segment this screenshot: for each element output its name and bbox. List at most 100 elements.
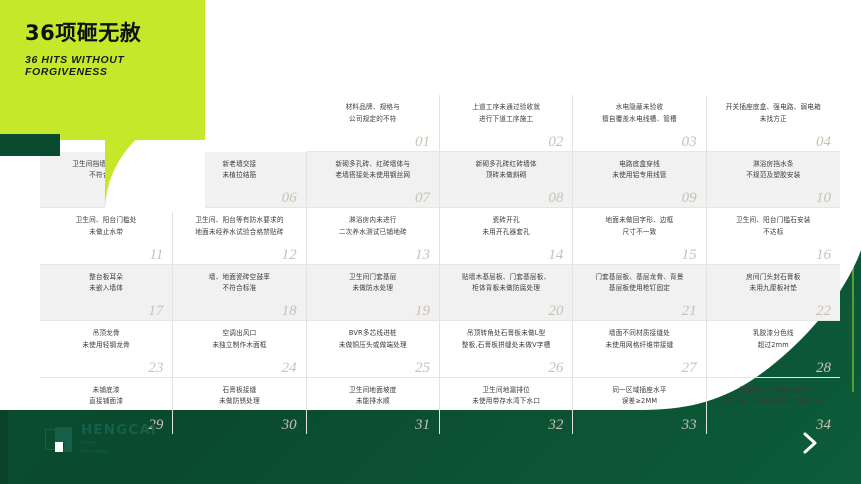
grid-cell: 未铺底漆 直接铺面漆 29 [40,377,174,434]
grid-cell: 卫生间门套基层 未做防水处理 19 [306,264,440,321]
item-number: 06 [281,190,297,206]
item-number: 09 [681,190,697,206]
item-text: 卫生间地漏排位 未使用带存水湾下水口 [472,385,541,406]
item-text: 新老墙交接 未植拉结筋 [222,159,257,180]
item-text: 上道工序未通过验收就 进行下道工序施工 [472,103,541,123]
item-number: 13 [414,246,430,263]
item-text: 新砌多孔砖红砖墙体 顶砖未做斜砌 [475,159,537,180]
item-number: 17 [148,303,164,319]
item-text: 淋浴房内未进行 二次养水测试已铺地砖 [338,216,407,236]
grid-cell: 吊顶转角处石膏板未做L型 整板,石膏板拼缝处未做V字槽 26 [439,321,574,378]
item-text: 材料品牌、规格与 公司规定的不符 [345,103,400,123]
item-text: 瓷砖开孔 未用开孔器套孔 [482,216,530,236]
header-concave-corner [105,140,205,212]
item-text: 平面移位下水管未使用 斜三通，拐角处未使用45度弯头 [724,385,822,406]
grid-cell: 水电隐蔽未验收 擅自覆盖水电线槽、管槽 03 [573,95,707,152]
logo-tagline-1: Home [81,439,97,446]
item-number: 20 [548,303,564,319]
item-text: 卫生间门套基层 未做防水处理 [349,272,397,293]
item-text: 空调出风口 未独立制作木面框 [212,329,267,349]
item-text: 开关插座底盒、强电路、弱电箱 未找方正 [725,103,821,123]
grid-cell: 房间门头封石膏板 未用九厘板衬垫 22 [706,264,840,321]
item-text: 墙、地面瓷砖空鼓率 不符合标准 [208,272,271,293]
item-text: 未铺底漆 直接铺面漆 [89,385,124,406]
next-slide-button[interactable] [797,430,823,456]
item-text: 淋浴房挡水条 不规范及塑胶安装 [746,159,801,180]
item-number: 11 [149,246,164,263]
grid-cell: 材料品牌、规格与 公司规定的不符 01 [306,95,440,152]
hengcai-logo-icon [45,427,73,453]
item-number: 08 [548,190,564,206]
item-text: BVR多芯线进桩 未做铜压头或做端处理 [338,329,407,349]
item-number: 22 [815,303,831,319]
grid-cell: 乳胶漆分色线 超过2mm 28 [706,321,840,378]
grid-cell: 整台板耳朵 未嵌入墙体 17 [40,264,174,321]
item-number: 25 [414,359,430,376]
item-text: 电路底盒穿线 未使用铝专用线管 [612,159,667,180]
item-number: 03 [681,133,697,150]
item-text: 卫生间、阳台门槛石安装 不达标 [735,216,811,236]
item-text: 吊顶龙骨 未使用轻钢龙骨 [82,329,130,349]
item-number: 14 [548,246,564,263]
item-text: 卫生间、阳台等有防水要求的 地面未经养水试验合格禁贴砖 [195,216,284,236]
item-number: 24 [281,359,297,376]
item-number: 31 [414,417,430,433]
item-text: 石膏板接缝 未做防锈处理 [219,385,260,406]
brand-logo: HENGCAI Home Decoration. [45,422,157,456]
grid-cell: 墙、地面瓷砖空鼓率 不符合标准 18 [173,264,307,321]
item-number: 30 [281,417,297,433]
item-text: 房间门头封石膏板 未用九厘板衬垫 [746,272,801,293]
grid-cell: 吊顶龙骨 未使用轻钢龙骨 23 [40,321,174,378]
logo-tagline-2: Decoration. [81,448,111,455]
grid-cell: 卫生间、阳台等有防水要求的 地面未经养水试验合格禁贴砖 12 [173,208,307,265]
item-number: 16 [815,246,831,263]
grid-cell: 石膏板接缝 未做防锈处理 30 [173,377,307,434]
grid-cell: 电路底盒穿线 未使用铝专用线管 09 [573,151,707,208]
item-number: 32 [548,417,564,433]
item-number: 15 [681,246,697,263]
item-number: 01 [414,133,430,150]
grid-cell: 地面未做回字形、边框 尺寸不一致 15 [573,208,707,265]
grid-cell: 开关插座底盒、强电路、弱电箱 未找方正 04 [706,95,840,152]
items-grid: 材料品牌、规格与 公司规定的不符 01 上道工序未通过验收就 进行下道工序施工 02 水… [40,95,840,434]
grid-cell: 贴墙木基层板、门套基层板、 柜体背板未做防腐处理 20 [439,264,574,321]
logo-name: HENGCAI [81,422,157,438]
header-block: 36项砸无赦 36 HITS WITHOUT FORGIVENESS [0,0,205,140]
grid-cell: 空调出风口 未独立制作木面框 24 [173,321,307,378]
item-text: 吊顶转角处石膏板未做L型 整板,石膏板拼缝处未做V字槽 [461,329,551,349]
item-text: 门套基层板、基层龙骨、背景 基层板使用枪钉固定 [595,272,684,293]
item-number: 07 [414,190,430,206]
grid-cell: 门套基层板、基层龙骨、背景 基层板使用枪钉固定 21 [573,264,707,321]
item-number: 28 [815,359,831,376]
item-number: 02 [548,133,564,150]
grid-cell: 瓷砖开孔 未用开孔器套孔 14 [439,208,574,265]
item-text: 乳胶漆分色线 超过2mm [752,329,794,349]
grid-cell: 墙面不同材质接缝处 未使用网格纤维带接缝 27 [573,321,707,378]
item-text: 同一区域插座水平 误差≥2MM [612,385,667,406]
item-number: 18 [281,303,297,319]
item-number: 34 [815,417,831,433]
grid-cell: 卫生间地面坡度 未能排水顺 31 [307,377,440,434]
item-text: 水电隐蔽未验收 擅自覆盖水电线槽、管槽 [602,103,677,123]
item-text: 整台板耳朵 未嵌入墙体 [89,272,124,293]
grid-cell: 新砌多孔砖、红砖墙体与 老墙搭接处未使用钢丝网 07 [306,151,440,208]
grid-cell: 卫生间、阳台门槛处 未做止水带 11 [40,208,174,265]
item-number: 21 [681,303,697,319]
grid-cell: 淋浴房挡水条 不规范及塑胶安装 10 [706,151,840,208]
item-number: 12 [281,246,297,263]
item-number: 10 [815,190,831,206]
item-text: 卫生间、阳台门槛处 未做止水带 [75,216,137,236]
grid-cell: 新砌多孔砖红砖墙体 顶砖未做斜砌 08 [439,151,574,208]
grid-cell: 同一区域插座水平 误差≥2MM 33 [573,377,707,434]
grid-cell: 上道工序未通过验收就 进行下道工序施工 02 [439,95,574,152]
chevron-right-icon [803,432,817,454]
grid-cell: BVR多芯线进桩 未做铜压头或做端处理 25 [306,321,440,378]
item-number: 23 [148,359,164,376]
page-title: 36项砸无赦 [25,21,142,45]
item-number: 27 [681,359,697,376]
item-number: 26 [548,359,564,376]
grid-cell: 平面移位下水管未使用 斜三通，拐角处未使用45度弯头 34 [707,378,840,435]
page-subtitle: 36 HITS WITHOUT FORGIVENESS [25,54,125,79]
item-text: 墙面不同材质接缝处 未使用网格纤维带接缝 [605,329,674,349]
